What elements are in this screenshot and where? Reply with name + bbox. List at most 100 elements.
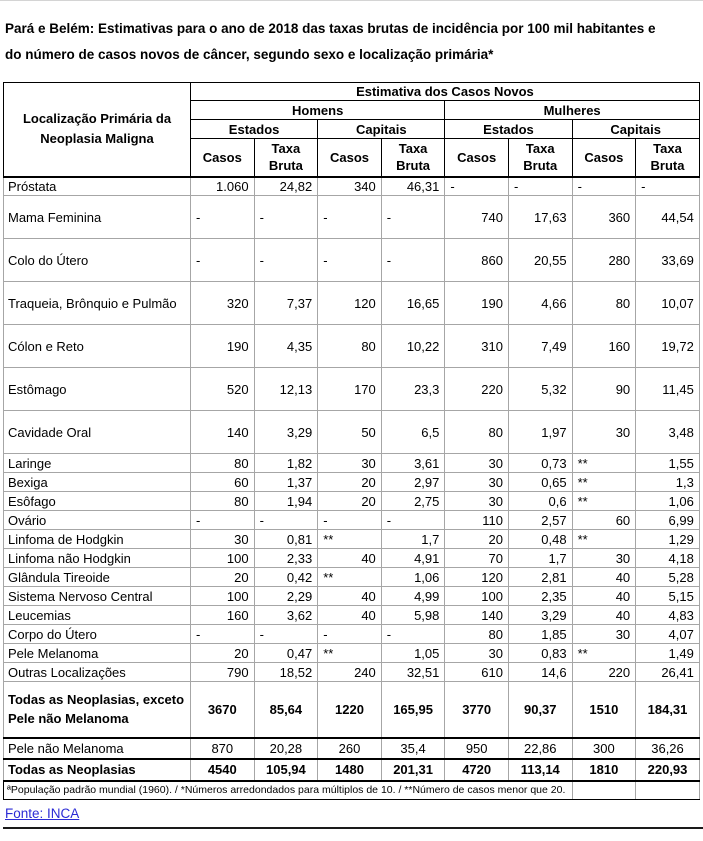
table-row: Bexiga 60 1,37 20 2,97 30 0,65 ** 1,3: [3, 472, 700, 492]
source-link[interactable]: Fonte: INCA: [5, 806, 80, 821]
table-cell: **: [571, 643, 637, 663]
table-cell: 4540: [190, 758, 255, 782]
table-cell: -: [380, 195, 446, 239]
table-cell: 70: [444, 548, 509, 568]
table-cell: 24,82: [253, 175, 319, 196]
table-cell: 1,29: [635, 529, 700, 549]
table-cell: 360: [571, 195, 637, 239]
table-cell: 46,31: [380, 175, 446, 196]
table-cell: -: [190, 624, 255, 644]
table-cell: -: [253, 624, 319, 644]
header-capitais-mulheres: Capitais: [571, 119, 700, 139]
table-cell: **: [571, 472, 637, 492]
table-row: Mama Feminina - - - -740 17,63 360 44,54: [3, 195, 700, 239]
table-cell: 740: [444, 195, 509, 239]
table-cell: 140: [190, 410, 255, 454]
table-cell: 0,6: [507, 491, 573, 511]
header-homens: Homens: [189, 100, 446, 120]
table-cell: 16,65: [380, 281, 446, 325]
table-row: Pele Melanoma 20 0,47 ** 1,05 30 0,83 ** 1,49: [3, 643, 700, 663]
table-cell: 18,52: [253, 662, 319, 682]
table-row: Traqueia, Brônquio e Pulmão 320 7,37 120 16,…: [3, 281, 700, 325]
table-cell: 1480: [317, 758, 382, 782]
table-cell: 10,07: [635, 281, 700, 325]
table-cell: -: [190, 510, 255, 530]
table-cell: 60: [571, 510, 637, 530]
table-cell: 30: [571, 410, 637, 454]
table-cell: 36,26: [635, 737, 700, 760]
table-cell: 1,85: [507, 624, 573, 644]
table-cell: 80: [444, 410, 509, 454]
table-cell: 0,48: [507, 529, 573, 549]
table-row: Pele não Melanoma 870 20,28 260 35,4 950 22,86…: [3, 737, 700, 760]
table-cell: 4,66: [507, 281, 573, 325]
table-cell: 5,32: [507, 367, 573, 411]
row-label: Todas as Neoplasias, exceto Pele não Mel…: [3, 681, 191, 739]
table-cell: 1,05: [380, 643, 446, 663]
table-cell: 280: [571, 238, 637, 282]
row-label: Todas as Neoplasias: [3, 758, 191, 782]
table-cell: 260: [317, 737, 382, 760]
table-cell: 90,37: [507, 681, 573, 739]
table-cell: 1,06: [635, 491, 700, 511]
row-label: Sistema Nervoso Central: [3, 586, 191, 606]
header-estados-mulheres: Estados: [444, 119, 573, 139]
table-row: Esôfago 80 1,94 20 2,75 30 0,6 ** 1,06: [3, 491, 700, 511]
corner-header: Localização Primária da Neoplasia Malign…: [3, 82, 191, 177]
table-cell: 113,14: [507, 758, 573, 782]
table-cell: 220: [571, 662, 637, 682]
table-cell: 190: [444, 281, 509, 325]
table-cell: 4,07: [635, 624, 700, 644]
table-row: Próstata 1.060 24,82 340 46,31- - - -: [3, 175, 700, 196]
row-label: Cólon e Reto: [3, 324, 191, 368]
table-cell: 1810: [571, 758, 637, 782]
table-cell: 790: [190, 662, 255, 682]
table-cell: 20: [317, 472, 382, 492]
table-cell: 20,28: [253, 737, 319, 760]
table-cell: 240: [317, 662, 382, 682]
row-label: Estômago: [3, 367, 191, 411]
table-cell: 2,33: [253, 548, 319, 568]
table-cell: 1,3: [635, 472, 700, 492]
table-cell: 4,91: [380, 548, 446, 568]
header-taxa-bruta: Taxa Bruta: [507, 138, 573, 177]
table-cell: **: [571, 529, 637, 549]
table-cell: 870: [190, 737, 255, 760]
table-cell: 0,81: [253, 529, 319, 549]
table-cell: 3,61: [380, 453, 446, 473]
table-cell: 3,48: [635, 410, 700, 454]
table-cell: 201,31: [380, 758, 446, 782]
table-cell: **: [317, 643, 382, 663]
table-row: Linfoma de Hodgkin 30 0,81 ** 1,7 20 0,48 ** 1,2…: [3, 529, 700, 549]
table-cell: 1,06: [380, 567, 446, 587]
row-label: Leucemias: [3, 605, 191, 625]
table-cell: -: [380, 624, 446, 644]
table-cell: 10,22: [380, 324, 446, 368]
table-cell: 100: [444, 586, 509, 606]
table-cell: 40: [317, 548, 382, 568]
table-cell: -: [444, 175, 509, 196]
table-row: Cólon e Reto 190 4,35 80 10,22 310 7,49 160 19,7…: [3, 324, 700, 368]
row-label: Bexiga: [3, 472, 191, 492]
header-casos: Casos: [444, 138, 509, 177]
table-cell: 1,97: [507, 410, 573, 454]
table-cell: 2,57: [507, 510, 573, 530]
table-cell: 5,28: [635, 567, 700, 587]
table-cell: -: [317, 238, 382, 282]
footnote-row: ªPopulação padrão mundial (1960). / *Núm…: [3, 780, 700, 800]
table-cell: 22,86: [507, 737, 573, 760]
table-cell: 17,63: [507, 195, 573, 239]
table-cell: 220: [444, 367, 509, 411]
table-row: Linfoma não Hodgkin 100 2,33 40 4,91 70 1,7 30 4…: [3, 548, 700, 568]
table-cell: 2,29: [253, 586, 319, 606]
table-cell: -: [190, 238, 255, 282]
table-cell: 90: [571, 367, 637, 411]
row-label: Próstata: [3, 175, 191, 196]
table-cell: 0,42: [253, 567, 319, 587]
header-casos: Casos: [317, 138, 382, 177]
table-cell: -: [253, 238, 319, 282]
table-cell: 6,99: [635, 510, 700, 530]
table-cell: 30: [444, 453, 509, 473]
row-label: Outras Localizações: [3, 662, 191, 682]
table-row: Leucemias 160 3,62 40 5,98 140 3,29 40 4,83: [3, 605, 700, 625]
